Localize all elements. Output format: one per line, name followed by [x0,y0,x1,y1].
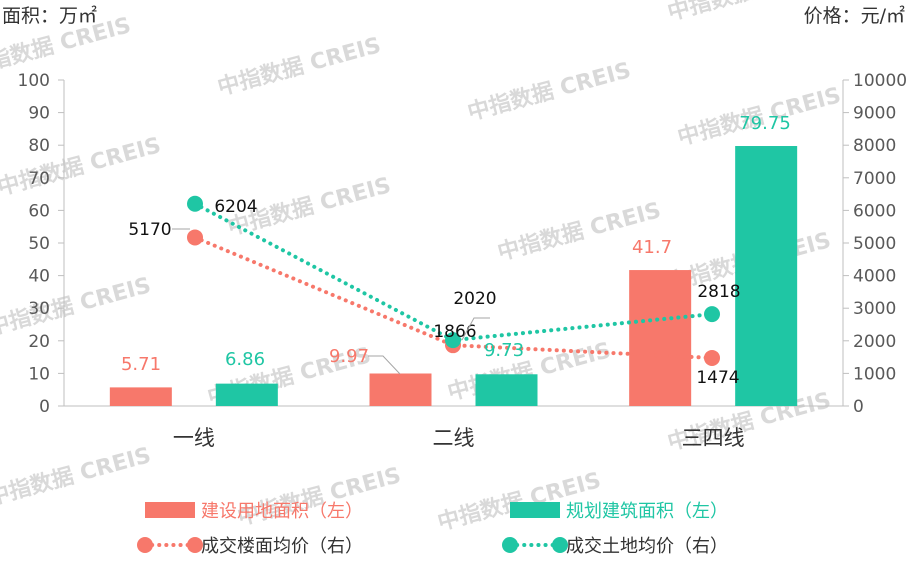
left-tick-label: 20 [28,332,50,352]
right-tick-label: 1000 [853,364,896,384]
watermark-text: 中指数据 CREIS [0,442,154,511]
right-tick-label: 2000 [853,332,896,352]
left-tick-label: 90 [28,104,50,124]
legend-swatch-bar [145,502,195,518]
legend-label: 成交楼面均价（右） [201,536,363,557]
line-value-label: 6204 [214,197,257,217]
legend-label: 成交土地均价（右） [566,536,728,557]
bar-building-area [735,146,798,406]
right-tick-label: 0 [853,397,864,417]
bar-value-label: 9.73 [484,340,524,361]
bar-land-area [629,270,692,406]
bar-land-area [109,387,172,406]
watermark-text: 中指数据 CREIS [0,272,154,341]
bar-value-label: 5.71 [121,354,161,375]
x-category-label: 二线 [433,426,475,450]
legend-label: 建设用地面积（左） [201,501,363,522]
line-point [187,195,203,212]
left-tick-label: 40 [28,267,50,287]
line-value-label: 1866 [433,322,476,342]
right-axis-unit: 价格：元/㎡ [804,4,905,27]
line-floor-price [193,235,714,360]
watermark-layer: 中指数据 CREIS 中指数据 CREIS 中指数据 CREIS 中指数据 CREIS… [0,0,844,536]
left-tick-label: 10 [28,364,50,384]
right-tick-label: 5000 [853,234,896,254]
bars [109,146,798,406]
right-tick-label: 7000 [853,169,896,189]
legend-label: 规划建筑面积（左） [566,501,728,522]
line-value-label: 2020 [453,289,496,309]
legend-swatch-bar [510,502,560,518]
legend-marker [187,537,203,553]
right-tick-label: 10000 [853,71,907,91]
legend-marker [552,537,568,553]
left-tick-label: 70 [28,169,50,189]
line-value-label: 2818 [697,282,740,302]
watermark-text: 中指数据 CREIS [465,57,634,126]
right-tick-label: 6000 [853,201,896,221]
line-value-label: 1474 [696,368,739,388]
line-point [704,306,720,323]
line-point [445,332,461,349]
bar-land-area [369,373,432,406]
right-tick-label: 9000 [853,104,896,124]
label-leader-line [368,355,401,375]
bar-value-label: 6.86 [225,349,265,370]
left-axis-unit: 面积：万㎡ [2,4,97,27]
x-category-label: 一线 [173,426,215,450]
line-point [187,229,203,246]
left-tick-label: 60 [28,201,50,221]
axes: 0102030405060708090100010002000300040005… [2,4,907,450]
left-tick-label: 30 [28,299,50,319]
left-tick-label: 0 [39,397,50,417]
bar-value-label: 41.7 [632,237,672,258]
label-leader-line [461,317,490,341]
left-tick-label: 80 [28,136,50,156]
x-category-label: 三四线 [682,426,745,450]
line-value-label: 5170 [128,220,171,240]
bar-building-area [215,383,278,406]
legend-marker [137,537,153,553]
watermark-text: 中指数据 CREIS [0,132,164,201]
lines [187,195,720,366]
left-tick-label: 100 [18,71,50,91]
legend: 建设用地面积（左） 规划建筑面积（左） 成交楼面均价（右） 成交土地均价（右） [137,501,728,557]
bar-building-area [475,374,538,406]
left-tick-label: 50 [28,234,50,254]
right-tick-label: 4000 [853,267,896,287]
line-point [704,349,720,366]
legend-marker [502,537,518,553]
bar-value-label: 9.97 [329,346,369,367]
right-tick-label: 3000 [853,299,896,319]
right-tick-label: 8000 [853,136,896,156]
data-labels: 5.71 9.97 41.7 6.86 9.73 79.75 5170 1866 1474 620… [121,113,791,388]
watermark-text: 中指数据 CREIS [215,32,384,101]
bar-value-label: 79.75 [739,113,791,134]
